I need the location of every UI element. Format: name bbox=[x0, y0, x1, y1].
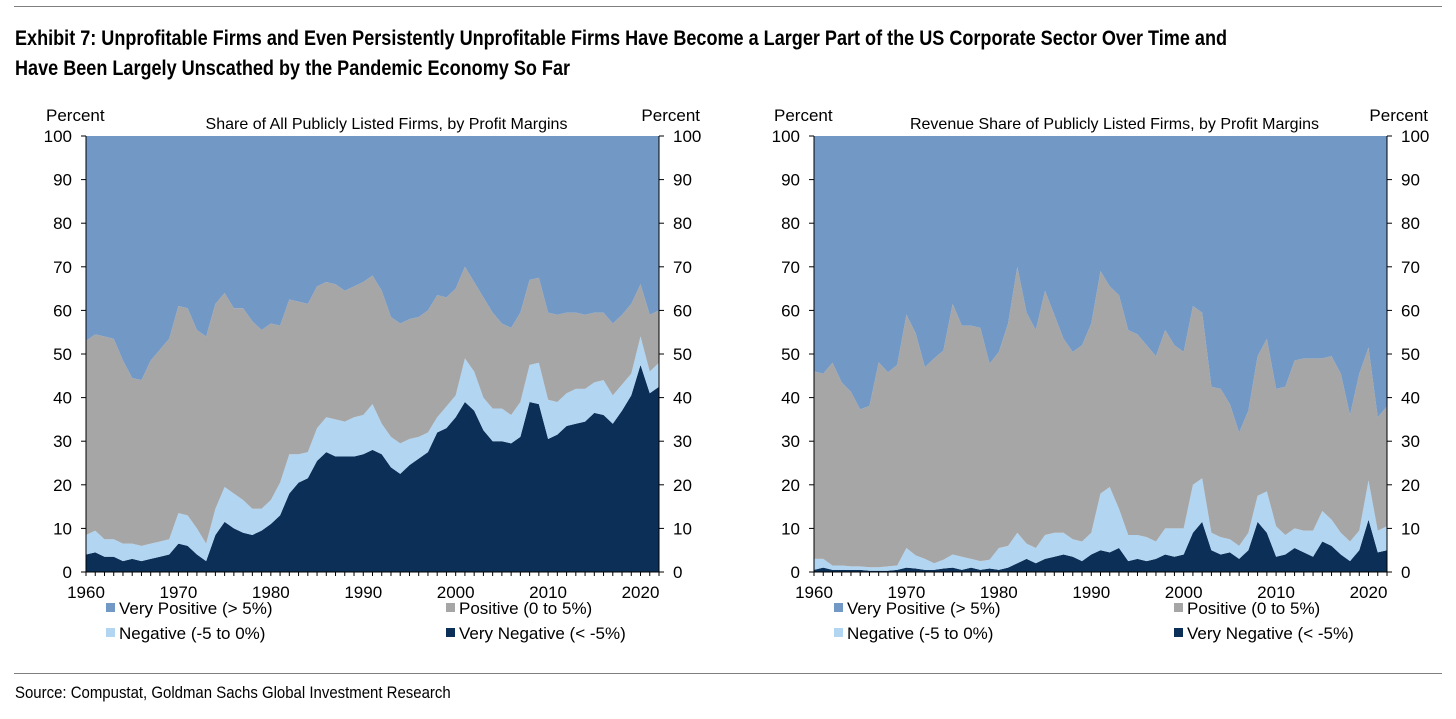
legend-swatch-very-positive bbox=[106, 603, 115, 612]
legend-label-very-negative: Very Negative (< -5%) bbox=[1187, 624, 1354, 643]
x-tick-label: 1970 bbox=[888, 583, 926, 602]
area-series-negative bbox=[814, 478, 1387, 571]
y-tick-label-right: 20 bbox=[1401, 476, 1420, 495]
y-tick-label-right: 20 bbox=[673, 476, 692, 495]
y-tick-label-left: 80 bbox=[781, 214, 800, 233]
area-series-negative bbox=[86, 336, 659, 562]
y-tick-label-left: 0 bbox=[63, 563, 72, 582]
area-series-very-positive bbox=[814, 136, 1387, 433]
y-tick-label-right: 40 bbox=[673, 389, 692, 408]
y-tick-label-left: 100 bbox=[772, 127, 800, 146]
area-series-very-positive bbox=[86, 136, 659, 381]
y-tick-label-right: 40 bbox=[1401, 389, 1420, 408]
source-note: Source: Compustat, Goldman Sachs Global … bbox=[15, 683, 451, 702]
plot-area bbox=[814, 136, 1387, 572]
y-tick-label-left: 40 bbox=[53, 389, 72, 408]
x-tick-label: 2000 bbox=[1165, 583, 1203, 602]
y-tick-label-left: 30 bbox=[53, 432, 72, 451]
x-tick-label: 2000 bbox=[437, 583, 475, 602]
legend-label-positive: Positive (0 to 5%) bbox=[459, 599, 592, 618]
y-tick-label-left: 20 bbox=[781, 476, 800, 495]
x-tick-label: 2020 bbox=[622, 583, 660, 602]
chart-title: Share of All Publicly Listed Firms, by P… bbox=[206, 116, 568, 133]
y-tick-label-right: 70 bbox=[673, 258, 692, 277]
y-axis-title-left: Percent bbox=[46, 106, 105, 125]
y-tick-label-right: 50 bbox=[673, 345, 692, 364]
y-tick-label-right: 10 bbox=[673, 519, 692, 538]
y-tick-label-right: 100 bbox=[673, 127, 701, 146]
y-tick-label-left: 60 bbox=[781, 301, 800, 320]
y-tick-label-right: 60 bbox=[673, 301, 692, 320]
chart-title: Revenue Share of Publicly Listed Firms, … bbox=[910, 116, 1319, 133]
bottom-rule bbox=[14, 673, 1442, 674]
x-tick-label: 2010 bbox=[1257, 583, 1295, 602]
y-tick-label-right: 100 bbox=[1401, 127, 1429, 146]
x-tick-label: 1980 bbox=[980, 583, 1018, 602]
legend-label-very-positive: Very Positive (> 5%) bbox=[847, 599, 1001, 618]
legend-label-very-negative: Very Negative (< -5%) bbox=[459, 624, 626, 643]
exhibit-title: Exhibit 7: Unprofitable Firms and Even P… bbox=[15, 24, 1245, 84]
legend-swatch-negative bbox=[106, 628, 115, 637]
y-tick-label-left: 40 bbox=[781, 389, 800, 408]
legend-label-negative: Negative (-5 to 0%) bbox=[847, 624, 993, 643]
area-series-positive bbox=[814, 266, 1387, 568]
x-tick-label: 2010 bbox=[529, 583, 567, 602]
y-tick-label-left: 10 bbox=[781, 519, 800, 538]
y-tick-label-left: 20 bbox=[53, 476, 72, 495]
y-axis-title-right: Percent bbox=[641, 106, 700, 125]
y-tick-label-right: 30 bbox=[1401, 432, 1420, 451]
y-tick-label-left: 50 bbox=[53, 345, 72, 364]
legend-label-negative: Negative (-5 to 0%) bbox=[119, 624, 265, 643]
y-tick-label-left: 10 bbox=[53, 519, 72, 538]
y-tick-label-left: 70 bbox=[781, 258, 800, 277]
y-tick-label-right: 50 bbox=[1401, 345, 1420, 364]
y-tick-label-left: 100 bbox=[44, 127, 72, 146]
y-tick-label-right: 0 bbox=[1401, 563, 1410, 582]
top-rule bbox=[14, 6, 1442, 7]
x-tick-label: 1960 bbox=[795, 583, 833, 602]
legend-swatch-negative bbox=[834, 628, 843, 637]
area-series-very-negative bbox=[814, 519, 1387, 572]
legend-swatch-positive bbox=[1174, 603, 1183, 612]
y-tick-label-left: 90 bbox=[53, 171, 72, 190]
legend-swatch-very-positive bbox=[834, 603, 843, 612]
area-series-very-negative bbox=[86, 364, 659, 572]
plot-area bbox=[86, 136, 659, 572]
legend-swatch-positive bbox=[446, 603, 455, 612]
x-tick-label: 1970 bbox=[160, 583, 198, 602]
legend-label-positive: Positive (0 to 5%) bbox=[1187, 599, 1320, 618]
legend-swatch-very-negative bbox=[446, 628, 455, 637]
y-axis-title-right: Percent bbox=[1369, 106, 1428, 125]
y-tick-label-right: 90 bbox=[673, 171, 692, 190]
y-tick-label-right: 0 bbox=[673, 563, 682, 582]
y-tick-label-right: 80 bbox=[673, 214, 692, 233]
legend-label-very-positive: Very Positive (> 5%) bbox=[119, 599, 273, 618]
y-tick-label-left: 70 bbox=[53, 258, 72, 277]
x-tick-label: 1960 bbox=[67, 583, 105, 602]
y-tick-label-right: 60 bbox=[1401, 301, 1420, 320]
y-axis-title-left: Percent bbox=[774, 106, 833, 125]
legend-swatch-very-negative bbox=[1174, 628, 1183, 637]
y-tick-label-right: 30 bbox=[673, 432, 692, 451]
y-tick-label-left: 50 bbox=[781, 345, 800, 364]
y-tick-label-right: 90 bbox=[1401, 171, 1420, 190]
y-tick-label-left: 0 bbox=[791, 563, 800, 582]
y-tick-label-right: 10 bbox=[1401, 519, 1420, 538]
exhibit-title-line-1: Exhibit 7: Unprofitable Firms and Even P… bbox=[15, 27, 1228, 50]
y-tick-label-left: 30 bbox=[781, 432, 800, 451]
y-tick-label-right: 80 bbox=[1401, 214, 1420, 233]
y-tick-label-left: 60 bbox=[53, 301, 72, 320]
x-tick-label: 1990 bbox=[344, 583, 382, 602]
x-tick-label: 1980 bbox=[252, 583, 290, 602]
x-tick-label: 2020 bbox=[1350, 583, 1388, 602]
exhibit-title-line-2: Have Been Largely Unscathed by the Pande… bbox=[15, 57, 571, 80]
y-tick-label-left: 90 bbox=[781, 171, 800, 190]
y-tick-label-right: 70 bbox=[1401, 258, 1420, 277]
y-tick-label-left: 80 bbox=[53, 214, 72, 233]
area-series-positive bbox=[86, 266, 659, 546]
x-tick-label: 1990 bbox=[1072, 583, 1110, 602]
